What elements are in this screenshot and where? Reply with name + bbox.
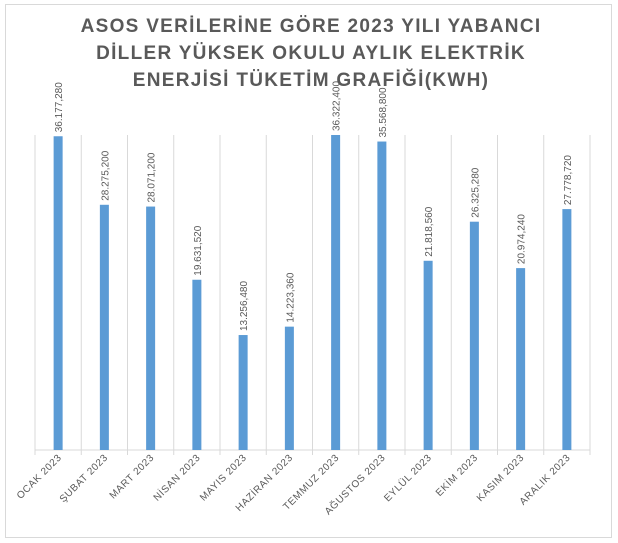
x-tick-label: KASIM 2023 <box>475 452 527 504</box>
bar <box>516 268 526 450</box>
data-label: 20.974,240 <box>517 214 528 264</box>
data-label: 13.256,480 <box>239 281 250 331</box>
x-tick-label: ŞUBAT 2023 <box>58 452 111 505</box>
bar <box>238 335 248 450</box>
data-label: 21.818,560 <box>424 206 435 256</box>
data-label: 28.071,200 <box>147 152 158 202</box>
bar <box>284 326 294 450</box>
bar <box>377 141 387 451</box>
chart-title: ASOS VERİLERİNE GÖRE 2023 YILI YABANCI D… <box>80 16 542 91</box>
data-label: 27.778,720 <box>563 155 574 205</box>
data-label: 36.322,400 <box>332 81 343 131</box>
data-label: 14.223,360 <box>285 272 296 322</box>
bar <box>146 206 156 450</box>
data-label: 35.568,800 <box>378 87 389 137</box>
x-tick-label: MART 2023 <box>108 452 157 501</box>
x-tick-label: OCAK 2023 <box>15 452 64 501</box>
bar <box>192 279 202 450</box>
x-tick-label: MAYIS 2023 <box>198 452 249 503</box>
x-tick-label: EYLÜL 2023 <box>382 452 435 505</box>
bar <box>99 204 109 450</box>
x-tick-label: NİSAN 2023 <box>150 451 203 504</box>
x-tick-label: EKİM 2023 <box>433 451 481 499</box>
data-label: 26.325,280 <box>470 167 481 217</box>
bar <box>331 135 341 450</box>
data-label: 36.177,280 <box>54 82 65 132</box>
bar <box>423 260 433 450</box>
data-label: 28.275,200 <box>100 150 111 200</box>
bar <box>562 209 572 450</box>
bar <box>469 221 479 450</box>
data-label: 19.631,520 <box>193 225 204 275</box>
bar <box>53 136 63 450</box>
